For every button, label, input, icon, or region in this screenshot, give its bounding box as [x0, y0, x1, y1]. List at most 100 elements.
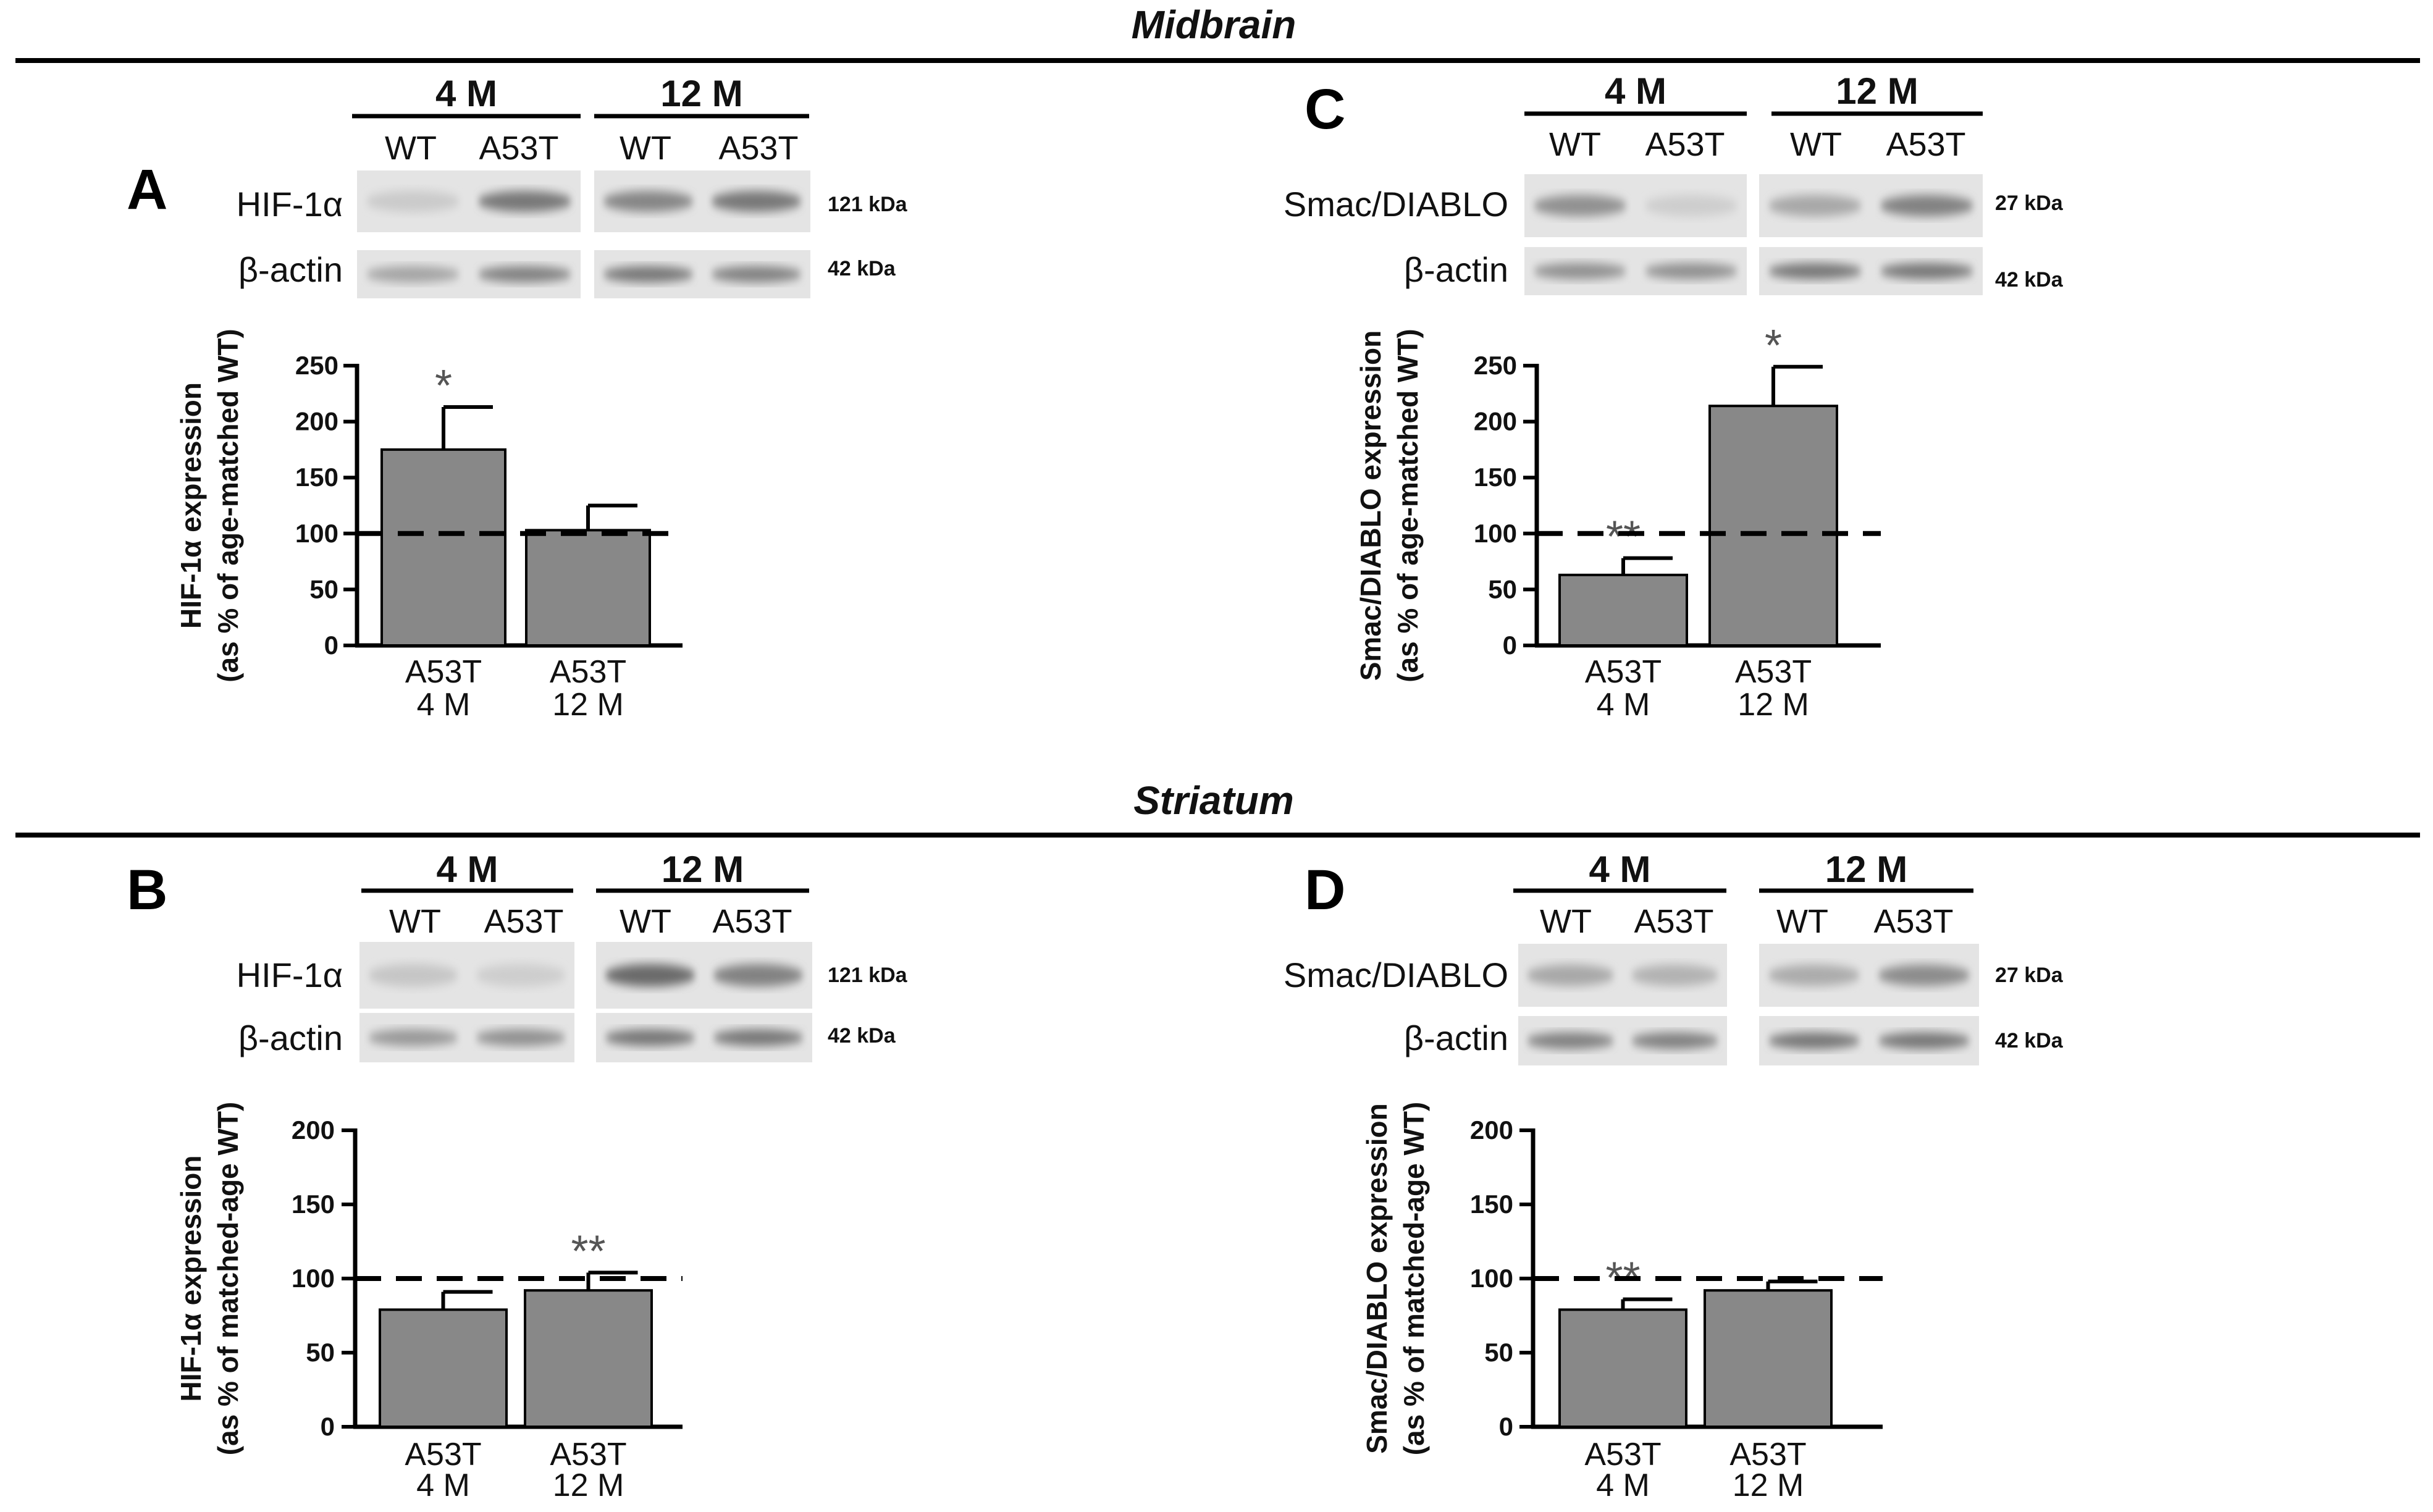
bar: [525, 529, 651, 647]
panel-label: D: [1305, 859, 1345, 922]
protein-band: [366, 191, 460, 212]
lane-label: WT: [1790, 126, 1842, 163]
y-axis-label: (as % of matched-age WT): [212, 1102, 244, 1456]
bar: [1708, 405, 1838, 647]
loading-band: [713, 1029, 804, 1046]
age-group-label: 12 M: [1836, 70, 1918, 112]
y-tick-label: 0: [324, 631, 338, 660]
loading-kda-label: 42 kDa: [828, 1024, 896, 1048]
y-tick-label: 0: [1503, 631, 1517, 660]
protein-band: [603, 191, 694, 212]
bar: [1558, 573, 1688, 647]
loading-label: β-actin: [238, 1018, 343, 1057]
protein-band: [1526, 964, 1615, 986]
protein-band: [713, 964, 804, 987]
lane-label: A53T: [479, 130, 558, 167]
protein-band: [1631, 964, 1719, 986]
y-axis-label: (as % of age-matched WT): [212, 329, 244, 682]
y-tick-label: 100: [1474, 519, 1517, 548]
bar: [524, 1289, 653, 1428]
loading-band: [1768, 1032, 1860, 1049]
x-category-label: 12 M: [553, 1468, 624, 1503]
y-tick-label: 200: [295, 407, 338, 436]
y-tick-label: 100: [292, 1264, 335, 1293]
y-axis-label: HIF-1α expression: [175, 1156, 207, 1402]
y-tick-label: 50: [1488, 574, 1517, 603]
loading-label: β-actin: [1404, 1018, 1508, 1057]
x-category-label: 4 M: [1597, 687, 1650, 723]
y-axis-label: Smac/DIABLO expression: [1361, 1103, 1393, 1454]
loading-label: β-actin: [238, 250, 343, 289]
x-category-label: A53T: [1584, 1437, 1661, 1472]
lane-label: A53T: [1886, 126, 1965, 163]
protein-band: [477, 191, 572, 212]
protein-band: [605, 964, 695, 987]
lane-label: A53T: [1634, 903, 1713, 940]
section-header-midbrain: Midbrain: [15, 2, 2420, 63]
loading-band: [1631, 1032, 1719, 1049]
protein-kda-label: 121 kDa: [828, 193, 908, 216]
y-tick-label: 0: [1499, 1412, 1513, 1441]
significance-marker: **: [571, 1227, 605, 1276]
y-tick-label: 50: [306, 1338, 335, 1367]
bar: [379, 1308, 508, 1428]
lane-label: A53T: [718, 130, 798, 167]
y-axis-label: (as % of age-matched WT): [1392, 329, 1424, 682]
panel-label: C: [1305, 78, 1345, 141]
protein-band: [711, 191, 802, 212]
protein-label: Smac/DIABLO: [1284, 185, 1508, 224]
x-category-label: A53T: [550, 654, 626, 690]
bar: [1704, 1289, 1833, 1428]
age-group-label: 12 M: [660, 73, 742, 114]
x-category-label: 12 M: [1738, 687, 1809, 723]
lane-label: A53T: [1645, 126, 1725, 163]
loading-band: [366, 266, 460, 283]
protein-kda-label: 121 kDa: [828, 964, 908, 987]
y-tick-label: 200: [292, 1115, 335, 1144]
y-tick-label: 250: [1474, 351, 1517, 380]
section-title-midbrain: Midbrain: [1132, 2, 1296, 47]
protein-band: [1880, 195, 1974, 217]
loading-band: [1880, 262, 1974, 280]
x-category-label: 4 M: [1596, 1468, 1650, 1503]
age-group-label: 4 M: [435, 73, 497, 114]
x-category-label: A53T: [1735, 654, 1812, 690]
age-group-label: 12 M: [1825, 849, 1907, 890]
significance-marker: **: [1606, 513, 1641, 562]
lane-label: WT: [620, 903, 671, 940]
loading-label: β-actin: [1404, 250, 1508, 289]
loading-band: [1768, 262, 1862, 280]
y-axis-label: HIF-1α expression: [175, 382, 207, 629]
loading-band: [368, 1029, 459, 1046]
significance-marker: *: [1765, 321, 1782, 371]
y-tick-label: 200: [1470, 1115, 1513, 1144]
lane-label: A53T: [484, 903, 563, 940]
panel-label: A: [127, 158, 167, 221]
x-category-label: 12 M: [1733, 1468, 1804, 1503]
lane-label: WT: [1549, 126, 1601, 163]
protein-band: [475, 964, 566, 987]
lane-label: WT: [1776, 903, 1828, 940]
protein-band: [1878, 964, 1970, 986]
x-category-label: 12 M: [552, 687, 624, 723]
y-axis-label: Smac/DIABLO expression: [1355, 330, 1387, 681]
x-category-label: A53T: [1729, 1437, 1806, 1472]
lane-label: WT: [1540, 903, 1592, 940]
protein-kda-label: 27 kDa: [1995, 191, 2064, 215]
y-axis-label: (as % of matched-age WT): [1398, 1102, 1430, 1456]
y-tick-label: 150: [292, 1190, 335, 1219]
protein-kda-label: 27 kDa: [1995, 964, 2064, 987]
age-group-label: 4 M: [436, 849, 498, 890]
x-category-label: 4 M: [417, 687, 471, 723]
x-category-label: A53T: [405, 1437, 481, 1472]
bar: [1558, 1308, 1687, 1428]
loading-band: [1644, 262, 1738, 280]
loading-band: [605, 1029, 695, 1046]
protein-label: Smac/DIABLO: [1284, 956, 1508, 994]
bar: [380, 448, 506, 647]
lane-label: WT: [385, 130, 437, 167]
